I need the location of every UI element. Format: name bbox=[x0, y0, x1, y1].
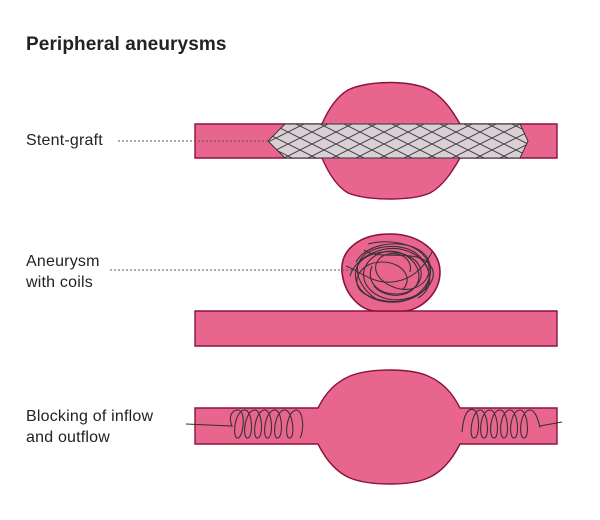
outflow-coil bbox=[461, 408, 563, 439]
vessel-with-aneurysm-3 bbox=[194, 369, 558, 485]
stent-graft-label-line-1: Stent-graft bbox=[26, 132, 103, 149]
blocking-label: Blocking of inflow and outflow bbox=[26, 406, 153, 448]
embolization-coils bbox=[345, 241, 434, 303]
aneurysm-with-coils-label: Aneurysm with coils bbox=[26, 251, 100, 293]
blocking-label-line-1: Blocking of inflow bbox=[26, 408, 154, 425]
blocking-label-line-2: and outflow bbox=[26, 429, 111, 446]
stent-graft-panel bbox=[118, 81, 558, 200]
coils-label-line-1: Aneurysm bbox=[26, 253, 100, 270]
coils-label-line-2: with coils bbox=[26, 274, 93, 291]
straight-vessel bbox=[194, 310, 558, 347]
inflow-coil bbox=[185, 409, 304, 439]
page-title: Peripheral aneurysms bbox=[26, 34, 227, 55]
stent-graft-mesh bbox=[268, 124, 528, 158]
stent-graft-label: Stent-graft bbox=[26, 130, 103, 151]
coils-panel bbox=[110, 233, 558, 347]
blocking-panel bbox=[185, 369, 563, 485]
